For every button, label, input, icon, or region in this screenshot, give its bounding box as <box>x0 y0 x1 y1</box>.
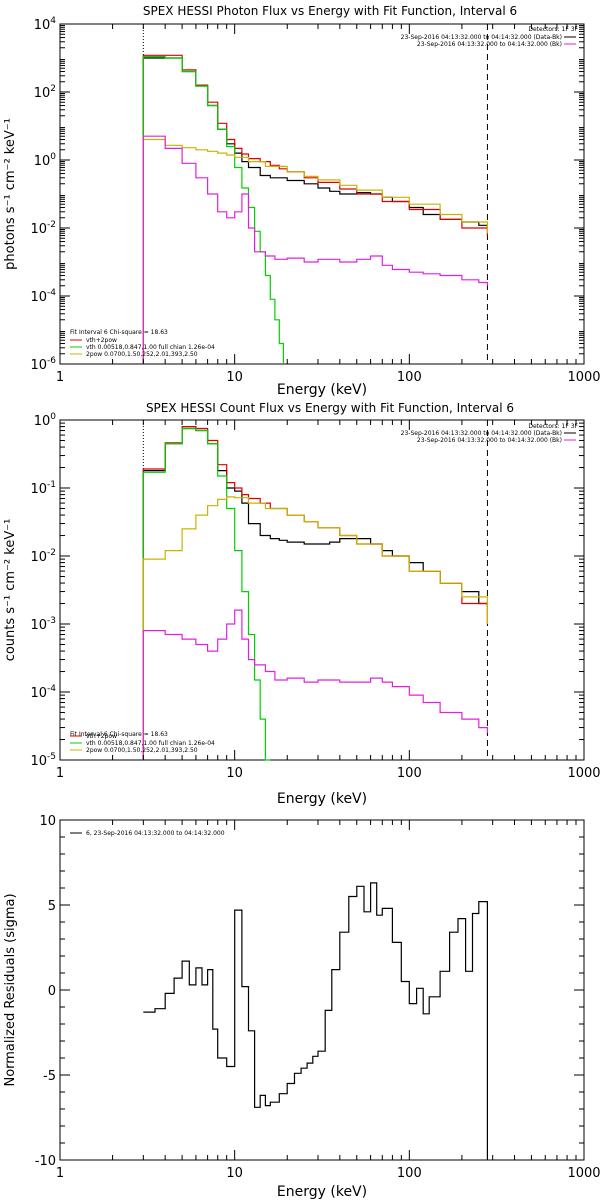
tick-group: 1 10 100 1000 10-6 10-4 10-2 100 102 104 <box>30 16 600 385</box>
legend-entry-label: vth+2pow <box>86 337 117 344</box>
y-tick-label: 5 <box>48 899 56 914</box>
y-tick-label: 10-3 <box>30 616 56 633</box>
x-tick-label: 1 <box>56 766 64 781</box>
panel-title: SPEX HESSI Photon Flux vs Energy with Fi… <box>143 4 517 18</box>
legend-entry-label: 23-Sep-2016 04:13:32.000 to 04:14:32.000… <box>417 437 562 444</box>
y-axis-label: Normalized Residuals (sigma) <box>3 893 18 1086</box>
y-tick-label: 102 <box>34 84 56 101</box>
x-tick-label: 10 <box>226 766 243 781</box>
series-line <box>142 56 284 364</box>
y-tick-label: 10-4 <box>30 684 56 701</box>
x-tick-label: 1 <box>56 1166 64 1181</box>
series-group <box>142 24 488 364</box>
tick-group: 1 10 100 1000 10-5 10-4 10-3 10-2 10-1 100 <box>30 412 600 781</box>
y-tick-label: 100 <box>34 412 57 429</box>
y-tick-label: 100 <box>34 152 57 169</box>
legend-entry-label: 23-Sep-2016 04:13:32.000 to 04:14:32.000… <box>417 41 562 48</box>
detectors-label: Detectors: 1F 3F <box>528 423 578 430</box>
x-tick-label: 10 <box>226 1166 243 1181</box>
plot-frame <box>59 819 585 1161</box>
y-tick-label: -10 <box>35 1154 56 1169</box>
legend-left: 6, 23-Sep-2016 04:13:32.000 to 04:14:32.… <box>70 830 225 837</box>
y-tick-label: 10-5 <box>30 752 56 769</box>
series-line <box>142 54 488 364</box>
y-tick-label: 10-6 <box>30 356 56 373</box>
x-tick-label: 1000 <box>567 370 600 385</box>
detectors-label: Detectors: 1F 3F <box>528 26 578 33</box>
x-axis-label: Energy (keV) <box>277 382 367 398</box>
series-line <box>142 427 271 761</box>
legend-entry-label: vth 0.00518,0.847,1.00 full chian 1.26e-… <box>86 344 215 351</box>
legend-header: Fit Interval 6 Chi-square = 18.63 <box>70 329 168 336</box>
x-tick-label: 1000 <box>567 766 600 781</box>
y-tick-label: 0 <box>48 984 56 999</box>
y-tick-label: 10-2 <box>30 220 56 237</box>
tick-group: 1 10 100 1000 -10 -5 0 5 10 <box>35 814 600 1181</box>
x-tick-label: 1 <box>56 370 64 385</box>
series-line <box>142 427 488 760</box>
series-line <box>142 138 488 364</box>
y-axis-label: counts s⁻¹ cm⁻² keV⁻¹ <box>3 519 18 662</box>
panel-title: SPEX HESSI Count Flux vs Energy with Fit… <box>146 401 514 415</box>
residuals-panel: 1 10 100 1000 -10 -5 0 5 10 Energy (keV) Normali… <box>3 814 600 1200</box>
legend-entry-label: vth 0.00518,0.847,1.00 full chian 1.26e-… <box>86 740 215 747</box>
y-tick-label: 10-2 <box>30 548 56 565</box>
y-tick-label: 10 <box>39 814 56 829</box>
series-line <box>143 882 488 1160</box>
series-line <box>142 135 488 364</box>
y-tick-label: 10-4 <box>30 288 56 305</box>
legend-entry-label: 2pow 0.0700,1.50,252,2.01,393,2.50 <box>86 747 198 754</box>
count-flux-panel: SPEX HESSI Count Flux vs Energy with Fit… <box>3 401 600 807</box>
plot-frame <box>59 419 585 761</box>
series-group <box>142 420 488 761</box>
plot-frame <box>59 23 585 365</box>
x-tick-label: 100 <box>397 370 422 385</box>
x-axis-label: Energy (keV) <box>277 1184 367 1200</box>
y-axis-label: photons s⁻¹ cm⁻² keV⁻¹ <box>3 118 18 270</box>
legend-right: 23-Sep-2016 04:13:32.000 to 04:14:32.000… <box>401 34 576 48</box>
y-tick-label: 104 <box>34 16 57 33</box>
series-line <box>142 426 488 760</box>
x-axis-label: Energy (keV) <box>277 791 367 807</box>
legend-entry-label: vth+2pow <box>86 733 117 740</box>
series-group <box>143 882 488 1160</box>
series-line <box>142 496 488 760</box>
legend-right: 23-Sep-2016 04:13:32.000 to 04:14:32.000… <box>401 430 576 444</box>
legend-entry-label: 23-Sep-2016 04:13:32.000 to 04:14:32.000… <box>401 34 562 41</box>
y-tick-label: -5 <box>43 1069 56 1084</box>
legend-header: Fit Interval 6 Chi-square = 18.63 <box>70 731 168 738</box>
photon-flux-panel: SPEX HESSI Photon Flux vs Energy with Fi… <box>3 4 600 398</box>
x-tick-label: 100 <box>397 1166 422 1181</box>
legend-entry-label: 2pow 0.0700,1.50,252,2.01,393,2.50 <box>86 351 198 358</box>
series-line <box>142 609 488 760</box>
x-tick-label: 100 <box>397 766 422 781</box>
x-tick-label: 1000 <box>567 1166 600 1181</box>
series-line <box>142 57 488 364</box>
y-tick-label: 10-1 <box>30 480 56 497</box>
x-tick-label: 10 <box>226 370 243 385</box>
legend-entry-label: 23-Sep-2016 04:13:32.000 to 04:14:32.000… <box>401 430 562 437</box>
legend-entry-label: 6, 23-Sep-2016 04:13:32.000 to 04:14:32.… <box>86 830 225 837</box>
